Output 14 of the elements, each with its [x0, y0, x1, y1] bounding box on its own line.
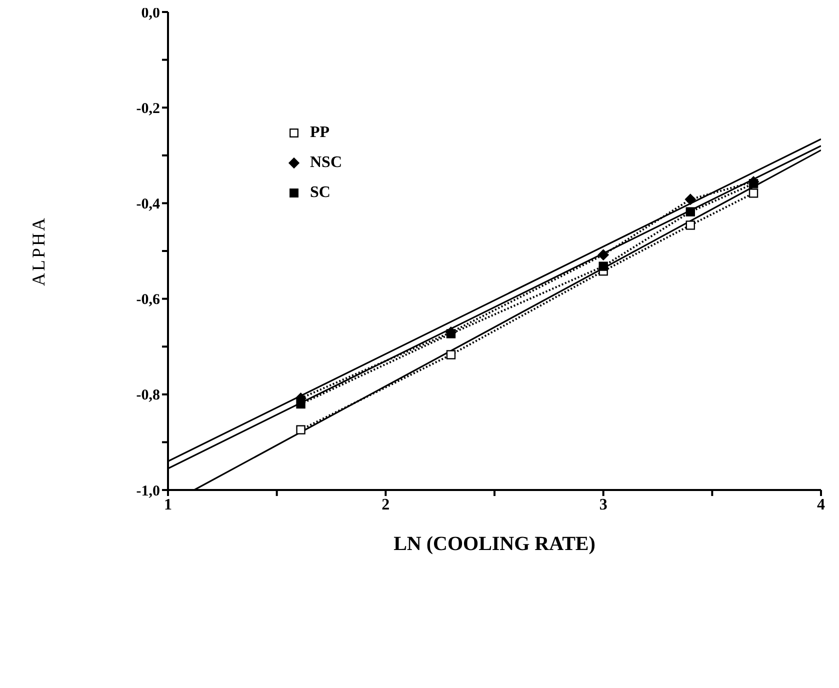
y-tick-label: -0,8 [136, 388, 160, 404]
x-axis-title: LN (COOLING RATE) [394, 533, 596, 555]
legend-label: SC [310, 184, 330, 202]
y-axis-title: ALPHA [28, 216, 48, 286]
legend-label: NSC [310, 154, 342, 172]
x-tick-label: 4 [817, 496, 825, 514]
x-tick-label: 1 [164, 496, 172, 514]
legend-label: PP [310, 124, 330, 142]
x-tick-label: 2 [382, 496, 390, 514]
y-tick-label: -0,4 [136, 196, 160, 213]
x-tick-label: 3 [599, 496, 608, 514]
y-tick-label: -1,0 [136, 483, 160, 500]
y-tick-label: -0,2 [136, 100, 160, 117]
y-tick-label: -0,6 [136, 292, 160, 308]
